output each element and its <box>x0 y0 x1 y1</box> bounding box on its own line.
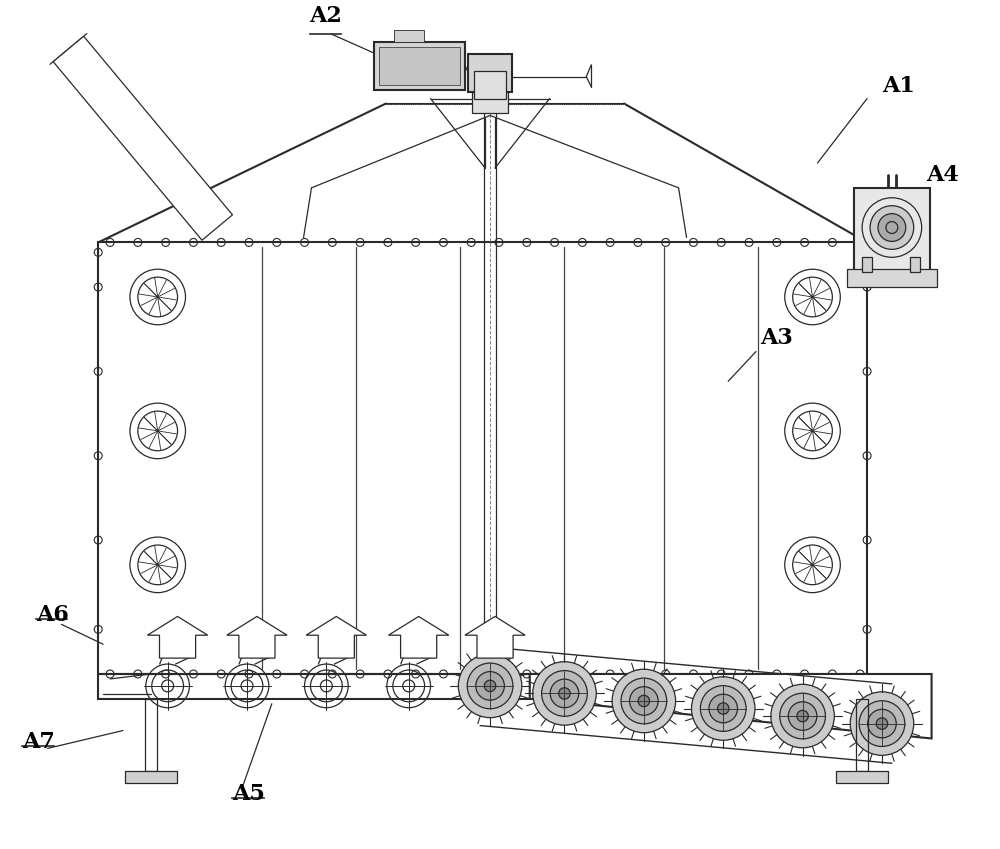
Circle shape <box>484 680 496 692</box>
Circle shape <box>868 709 896 738</box>
Circle shape <box>700 686 746 731</box>
Circle shape <box>550 679 579 708</box>
Circle shape <box>467 663 513 709</box>
Circle shape <box>709 694 738 722</box>
Bar <box>394 30 424 42</box>
Text: A5: A5 <box>232 783 265 805</box>
Circle shape <box>797 711 808 722</box>
Bar <box>854 188 930 273</box>
Circle shape <box>886 222 898 233</box>
Bar <box>836 771 888 783</box>
Polygon shape <box>53 37 232 240</box>
Circle shape <box>559 688 570 699</box>
Circle shape <box>859 700 905 746</box>
Circle shape <box>621 678 667 724</box>
Text: A1: A1 <box>882 75 915 97</box>
Circle shape <box>691 677 755 740</box>
Bar <box>145 699 157 771</box>
Text: A3: A3 <box>760 327 793 349</box>
Bar <box>98 674 530 699</box>
Polygon shape <box>530 674 932 739</box>
Circle shape <box>476 672 504 700</box>
Circle shape <box>788 702 817 730</box>
Circle shape <box>850 692 914 756</box>
Bar <box>847 269 937 287</box>
Circle shape <box>542 671 587 717</box>
Circle shape <box>630 687 658 715</box>
Text: A4: A4 <box>927 164 959 186</box>
Bar <box>474 70 506 98</box>
Bar <box>862 257 872 273</box>
Circle shape <box>771 684 834 748</box>
Bar <box>125 771 177 783</box>
Text: A7: A7 <box>22 731 55 753</box>
Circle shape <box>780 693 825 739</box>
Circle shape <box>870 205 914 250</box>
Bar <box>472 92 508 114</box>
Polygon shape <box>465 616 525 658</box>
Circle shape <box>878 214 906 241</box>
Text: A6: A6 <box>36 604 69 627</box>
Circle shape <box>458 654 522 717</box>
Polygon shape <box>147 616 208 658</box>
Circle shape <box>612 669 676 733</box>
Polygon shape <box>388 616 449 658</box>
Polygon shape <box>227 616 287 658</box>
Text: A2: A2 <box>310 5 342 27</box>
Circle shape <box>638 695 650 706</box>
Bar <box>468 54 512 92</box>
Circle shape <box>533 661 596 725</box>
Bar <box>379 47 460 85</box>
Circle shape <box>718 703 729 714</box>
Circle shape <box>876 718 888 729</box>
Bar <box>856 699 868 771</box>
Bar <box>98 243 867 674</box>
Polygon shape <box>306 616 366 658</box>
Bar <box>910 257 920 273</box>
Bar <box>374 42 465 90</box>
